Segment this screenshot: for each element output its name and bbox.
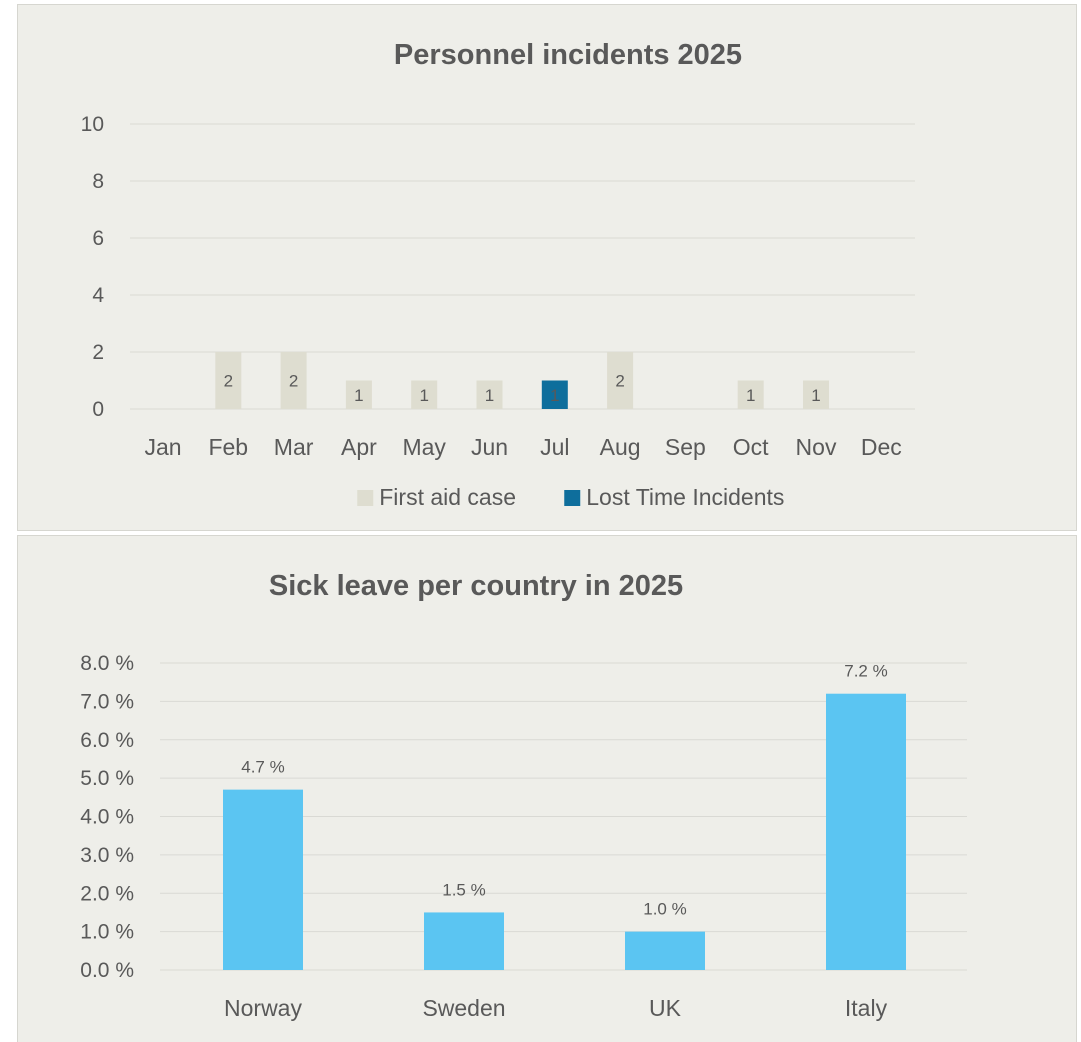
chart-0-data-label: 1 bbox=[485, 386, 494, 405]
chart-1-y-tick: 6.0 % bbox=[80, 729, 134, 752]
chart-1-x-tick: Italy bbox=[845, 995, 888, 1021]
chart-0-title: Personnel incidents 2025 bbox=[394, 39, 742, 71]
chart-0-bar bbox=[476, 380, 503, 409]
incidents-chart-panel bbox=[17, 4, 1077, 531]
chart-1-bar bbox=[223, 789, 303, 970]
chart-1-y-tick: 2.0 % bbox=[80, 882, 134, 905]
chart-0-data-label: 1 bbox=[746, 386, 755, 405]
chart-0-y-tick: 6 bbox=[92, 227, 104, 250]
chart-0-legend-label: Lost Time Incidents bbox=[586, 484, 784, 510]
chart-0-x-tick: Jul bbox=[540, 434, 569, 460]
chart-1-y-tick: 1.0 % bbox=[80, 921, 134, 944]
chart-1-y-tick: 0.0 % bbox=[80, 959, 134, 982]
chart-0-x-tick: Apr bbox=[341, 434, 377, 460]
chart-0-x-tick: Mar bbox=[274, 434, 314, 460]
chart-0-data-label: 1 bbox=[419, 386, 428, 405]
chart-0-legend-swatch bbox=[564, 490, 581, 506]
chart-0-legend-swatch bbox=[357, 490, 374, 506]
chart-1-bar bbox=[826, 693, 906, 970]
chart-0-legend-label: First aid case bbox=[379, 484, 516, 510]
chart-0-data-label: 2 bbox=[615, 372, 624, 391]
chart-1-y-tick: 8.0 % bbox=[80, 652, 134, 675]
chart-0-x-tick: Dec bbox=[861, 434, 902, 460]
chart-0-x-tick: Oct bbox=[733, 434, 769, 460]
chart-0-bar bbox=[541, 380, 568, 409]
chart-0-y-tick: 4 bbox=[92, 284, 104, 307]
chart-0-x-tick: Nov bbox=[796, 434, 837, 460]
chart-0-x-tick: Aug bbox=[600, 434, 641, 460]
chart-0-bar bbox=[411, 380, 438, 409]
chart-1-title: Sick leave per country in 2025 bbox=[269, 570, 683, 602]
chart-1-y-tick: 3.0 % bbox=[80, 844, 134, 867]
chart-1-bar bbox=[625, 931, 705, 970]
chart-0-x-tick: May bbox=[402, 434, 446, 460]
chart-0-data-label: 1 bbox=[354, 386, 363, 405]
chart-0-data-label: 2 bbox=[289, 372, 298, 391]
chart-1-x-tick: Norway bbox=[224, 995, 302, 1021]
chart-1-y-tick: 4.0 % bbox=[80, 806, 134, 829]
chart-0-bar bbox=[737, 380, 764, 409]
chart-0-bar bbox=[215, 352, 242, 409]
chart-1-data-label: 1.5 % bbox=[442, 880, 485, 899]
chart-1-data-label: 7.2 % bbox=[844, 662, 887, 681]
chart-1-data-label: 4.7 % bbox=[241, 758, 284, 777]
chart-0-x-tick: Jun bbox=[471, 434, 508, 460]
chart-1-y-tick: 7.0 % bbox=[80, 690, 134, 713]
chart-0-bar bbox=[607, 352, 634, 409]
chart-0-bar bbox=[803, 380, 829, 409]
chart-0-bar bbox=[345, 380, 372, 409]
chart-1-x-tick: UK bbox=[649, 995, 682, 1021]
chart-0-y-tick: 2 bbox=[92, 341, 104, 364]
chart-1-bar bbox=[424, 912, 504, 970]
chart-0-bar bbox=[280, 352, 307, 409]
chart-1-data-label: 1.0 % bbox=[643, 900, 686, 919]
chart-0-y-tick: 10 bbox=[81, 113, 104, 136]
chart-0-data-label: 2 bbox=[224, 372, 233, 391]
chart-0-y-tick: 8 bbox=[92, 170, 104, 193]
chart-0-data-label: 1 bbox=[811, 386, 820, 405]
chart-0-x-tick: Feb bbox=[208, 434, 248, 460]
chart-0-x-tick: Jan bbox=[144, 434, 181, 460]
chart-1-x-tick: Sweden bbox=[422, 995, 505, 1021]
chart-0-data-label: 1 bbox=[550, 386, 559, 405]
chart-0-y-tick: 0 bbox=[92, 398, 104, 421]
chart-1-y-tick: 5.0 % bbox=[80, 767, 134, 790]
chart-0-x-tick: Sep bbox=[665, 434, 706, 460]
